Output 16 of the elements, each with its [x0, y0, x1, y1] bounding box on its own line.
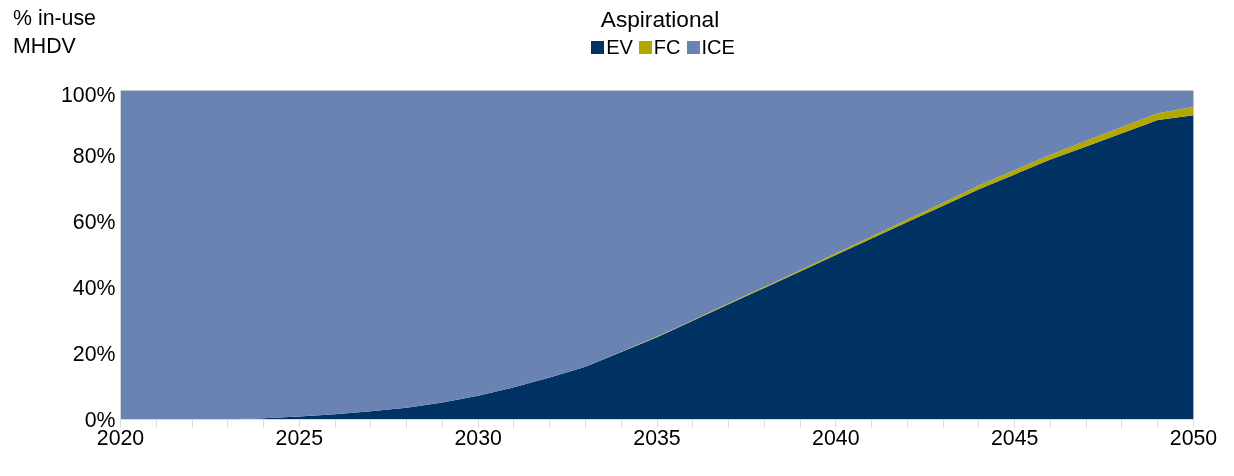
legend-label: FC [653, 36, 681, 59]
y-tick-label: 100% [60, 82, 116, 107]
chart-title: Aspirational [599, 5, 721, 34]
x-tick-label: 2045 [990, 425, 1039, 450]
x-tick-label: 2040 [812, 425, 860, 450]
x-tick-label: 2035 [633, 425, 681, 450]
y-tick-label: 20% [72, 341, 116, 366]
x-tick-label: 2050 [1169, 425, 1218, 450]
legend-label: ICE [701, 36, 735, 59]
y-tick-label: 60% [72, 210, 116, 235]
x-tick-label: 2030 [454, 425, 503, 450]
legend-label: EV [606, 36, 633, 59]
x-tick-label: 2025 [275, 425, 324, 450]
y-tick-label: 40% [72, 275, 116, 300]
y-tick-label: 80% [72, 144, 116, 169]
y-axis-title: % in-use MHDV [13, 5, 97, 60]
